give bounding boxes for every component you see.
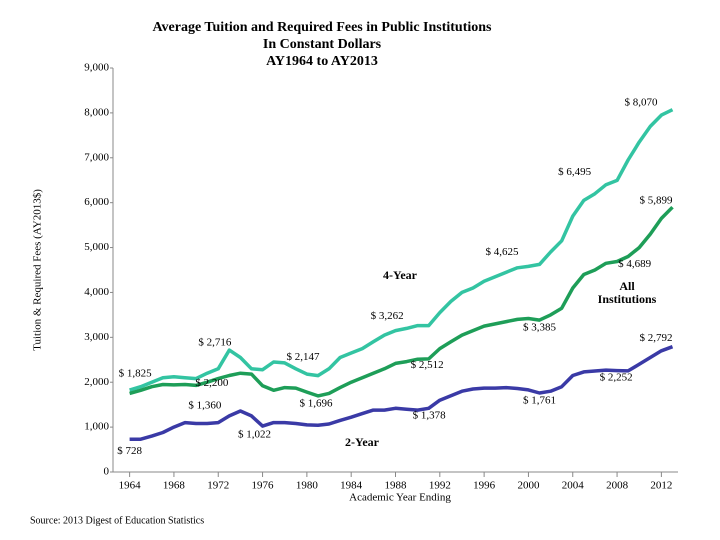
source-note: Source: 2013 Digest of Education Statist… bbox=[30, 515, 204, 526]
chart-subtitle: AY1964 to AY2013 bbox=[266, 54, 378, 69]
data-label: $ 3,262 bbox=[371, 310, 404, 322]
y-tick-label: 2,000 bbox=[84, 376, 109, 388]
data-label: $ 2,200 bbox=[195, 377, 229, 389]
x-tick-label: 2004 bbox=[562, 480, 585, 492]
y-axis-label: Tuition & Required Fees (AY2013$) bbox=[32, 189, 44, 351]
y-tick-label: 0 bbox=[104, 466, 110, 478]
series-label: 4-Year bbox=[383, 268, 418, 282]
x-tick-label: 1980 bbox=[296, 480, 319, 492]
series-line bbox=[129, 205, 674, 398]
series-line bbox=[129, 108, 674, 392]
data-label: $ 4,689 bbox=[618, 258, 652, 270]
x-tick-label: 1972 bbox=[207, 480, 229, 492]
series-label: 2-Year bbox=[345, 435, 380, 449]
x-tick-label: 2012 bbox=[650, 480, 672, 492]
data-label: $ 1,360 bbox=[188, 399, 222, 411]
x-tick-label: 1968 bbox=[163, 480, 186, 492]
y-tick-label: 8,000 bbox=[84, 106, 109, 118]
y-tick-label: 6,000 bbox=[84, 196, 109, 208]
data-label: $ 1,825 bbox=[119, 368, 153, 380]
y-tick-label: 4,000 bbox=[84, 286, 109, 298]
series-label: All Institutions bbox=[598, 279, 657, 306]
data-label: $ 3,385 bbox=[523, 322, 557, 334]
x-tick-label: 1964 bbox=[119, 480, 142, 492]
data-label: $ 2,512 bbox=[411, 359, 444, 371]
chart-title: Average Tuition and Required Fees in Pub… bbox=[152, 20, 492, 35]
data-label: $ 1,761 bbox=[523, 394, 556, 406]
x-tick-label: 1984 bbox=[340, 480, 363, 492]
data-label: $ 8,070 bbox=[624, 96, 658, 108]
data-label: $ 2,147 bbox=[286, 351, 320, 363]
data-label: $ 2,792 bbox=[639, 332, 672, 344]
x-tick-label: 2008 bbox=[606, 480, 629, 492]
data-label: $ 4,625 bbox=[486, 246, 520, 258]
data-label: $ 2,252 bbox=[600, 371, 633, 383]
data-label: $ 5,899 bbox=[639, 195, 673, 207]
data-label: $ 1,022 bbox=[238, 429, 271, 441]
y-tick-label: 9,000 bbox=[84, 62, 109, 74]
x-tick-label: 1988 bbox=[385, 480, 408, 492]
x-tick-label: 1976 bbox=[252, 480, 275, 492]
x-tick-label: 2000 bbox=[517, 480, 540, 492]
y-tick-label: 5,000 bbox=[84, 241, 109, 253]
chart-subtitle: In Constant Dollars bbox=[263, 37, 382, 52]
y-tick-label: 3,000 bbox=[84, 331, 109, 343]
series-line bbox=[129, 345, 674, 442]
data-label: $ 2,716 bbox=[198, 337, 232, 349]
y-tick-label: 1,000 bbox=[84, 421, 109, 433]
data-label: $ 1,696 bbox=[299, 397, 333, 409]
data-label: $ 6,495 bbox=[558, 166, 592, 178]
x-tick-label: 1996 bbox=[473, 480, 496, 492]
x-axis-label: Academic Year Ending bbox=[349, 492, 451, 504]
y-tick-label: 7,000 bbox=[84, 151, 109, 163]
data-label: $ 728 bbox=[117, 445, 142, 457]
x-tick-label: 1992 bbox=[429, 480, 451, 492]
data-label: $ 1,378 bbox=[413, 410, 447, 422]
